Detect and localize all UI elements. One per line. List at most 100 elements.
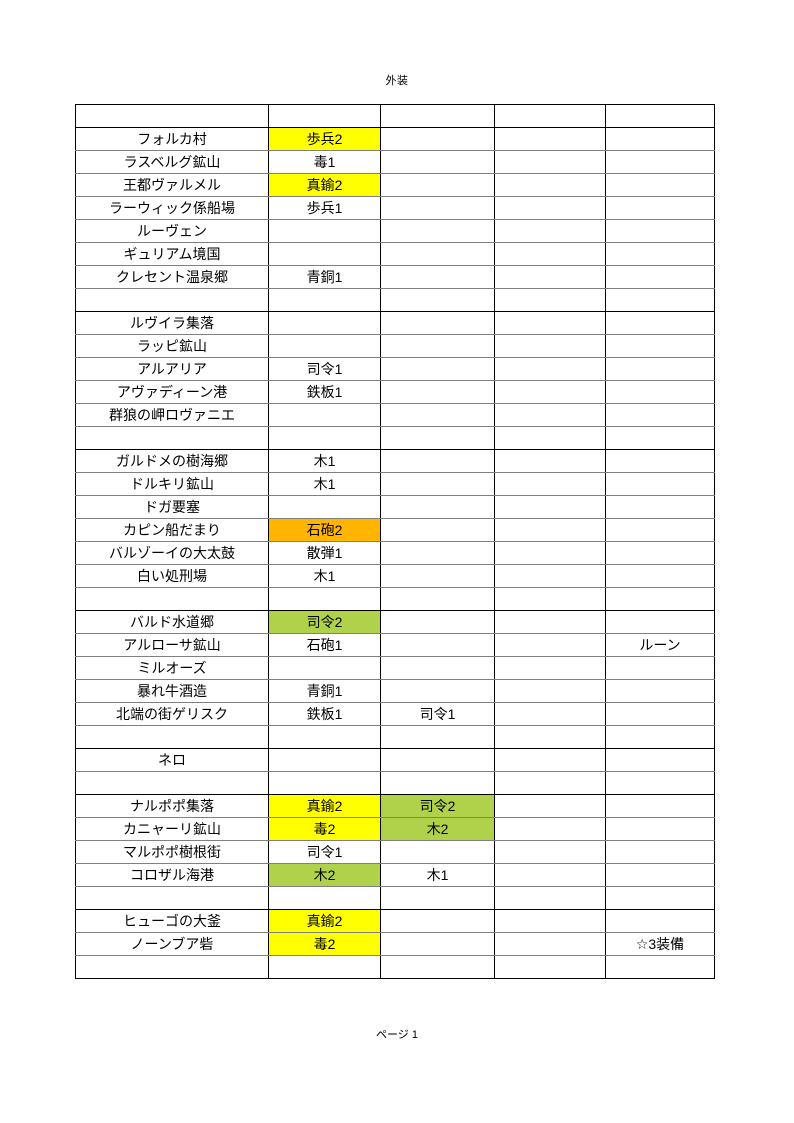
- cell-value-col1[interactable]: [268, 748, 381, 772]
- cell-value-col1[interactable]: 真鍮2: [268, 909, 381, 933]
- cell-location-name[interactable]: コロザル海港: [75, 863, 269, 887]
- cell-value-col2[interactable]: [380, 564, 495, 588]
- cell-value-col4[interactable]: [605, 334, 715, 358]
- spreadsheet-table[interactable]: フォルカ村 歩兵2 ラスベルグ鉱山 毒1 王都ヴァルメル 真鍮2 ラーウィック係船場 歩兵1 ル…: [75, 104, 715, 979]
- cell-value-col2[interactable]: [380, 656, 495, 680]
- cell-value-col2[interactable]: [380, 679, 495, 703]
- cell-value-col4[interactable]: [605, 840, 715, 864]
- cell-value-col2[interactable]: [380, 748, 495, 772]
- cell-location-name[interactable]: ルヴイラ集落: [75, 311, 269, 335]
- cell-location-name[interactable]: ネロ: [75, 748, 269, 772]
- cell-location-name[interactable]: ラッピ鉱山: [75, 334, 269, 358]
- cell-value-col2[interactable]: [380, 357, 495, 381]
- cell-location-name[interactable]: 王都ヴァルメル: [75, 173, 269, 197]
- cell-value-col3[interactable]: [494, 495, 606, 519]
- cell-value-col3[interactable]: [494, 380, 606, 404]
- cell-location-name[interactable]: [75, 771, 269, 795]
- cell-location-name[interactable]: ドルキリ鉱山: [75, 472, 269, 496]
- cell-value-col1[interactable]: [268, 334, 381, 358]
- cell-value-col4[interactable]: [605, 219, 715, 243]
- cell-value-col1[interactable]: [268, 288, 381, 312]
- cell-value-col3[interactable]: [494, 564, 606, 588]
- cell-value-col4[interactable]: ルーン: [605, 633, 715, 657]
- cell-value-col2[interactable]: [380, 380, 495, 404]
- cell-value-col4[interactable]: [605, 104, 715, 128]
- cell-value-col3[interactable]: [494, 587, 606, 611]
- cell-value-col3[interactable]: [494, 817, 606, 841]
- cell-value-col2[interactable]: [380, 909, 495, 933]
- cell-location-name[interactable]: 白い処刑場: [75, 564, 269, 588]
- cell-value-col3[interactable]: [494, 472, 606, 496]
- cell-value-col4[interactable]: [605, 380, 715, 404]
- cell-value-col2[interactable]: [380, 518, 495, 542]
- cell-value-col4[interactable]: [605, 242, 715, 266]
- cell-location-name[interactable]: ナルポポ集落: [75, 794, 269, 818]
- cell-value-col1[interactable]: 青銅1: [268, 265, 381, 289]
- cell-value-col4[interactable]: [605, 771, 715, 795]
- cell-value-col4[interactable]: [605, 794, 715, 818]
- cell-value-col4[interactable]: [605, 564, 715, 588]
- cell-value-col3[interactable]: [494, 955, 606, 979]
- cell-value-col1[interactable]: [268, 495, 381, 519]
- cell-value-col4[interactable]: [605, 495, 715, 519]
- cell-value-col2[interactable]: [380, 495, 495, 519]
- cell-location-name[interactable]: ギュリアム境国: [75, 242, 269, 266]
- cell-value-col2[interactable]: [380, 219, 495, 243]
- cell-value-col4[interactable]: [605, 357, 715, 381]
- cell-location-name[interactable]: [75, 886, 269, 910]
- cell-value-col3[interactable]: [494, 242, 606, 266]
- cell-value-col4[interactable]: [605, 656, 715, 680]
- cell-value-col3[interactable]: [494, 311, 606, 335]
- cell-location-name[interactable]: 暴れ牛酒造: [75, 679, 269, 703]
- cell-value-col1[interactable]: 歩兵1: [268, 196, 381, 220]
- cell-value-col3[interactable]: [494, 403, 606, 427]
- cell-value-col4[interactable]: [605, 610, 715, 634]
- cell-value-col4[interactable]: [605, 127, 715, 151]
- cell-value-col3[interactable]: [494, 748, 606, 772]
- cell-value-col1[interactable]: 石砲2: [268, 518, 381, 542]
- cell-value-col1[interactable]: 石砲1: [268, 633, 381, 657]
- cell-value-col1[interactable]: 毒2: [268, 817, 381, 841]
- cell-value-col2[interactable]: 司令2: [380, 794, 495, 818]
- cell-location-name[interactable]: バルド水道郷: [75, 610, 269, 634]
- cell-value-col2[interactable]: [380, 173, 495, 197]
- cell-value-col2[interactable]: [380, 587, 495, 611]
- cell-location-name[interactable]: フォルカ村: [75, 127, 269, 151]
- cell-value-col3[interactable]: [494, 909, 606, 933]
- cell-value-col3[interactable]: [494, 932, 606, 956]
- cell-value-col1[interactable]: [268, 725, 381, 749]
- cell-value-col1[interactable]: 青銅1: [268, 679, 381, 703]
- cell-location-name[interactable]: [75, 104, 269, 128]
- cell-value-col3[interactable]: [494, 127, 606, 151]
- cell-value-col1[interactable]: 木2: [268, 863, 381, 887]
- cell-value-col1[interactable]: [268, 656, 381, 680]
- cell-value-col2[interactable]: [380, 334, 495, 358]
- cell-value-col1[interactable]: 司令1: [268, 840, 381, 864]
- cell-location-name[interactable]: [75, 725, 269, 749]
- cell-value-col2[interactable]: [380, 104, 495, 128]
- cell-value-col2[interactable]: [380, 242, 495, 266]
- cell-value-col3[interactable]: [494, 196, 606, 220]
- cell-value-col4[interactable]: [605, 587, 715, 611]
- cell-value-col3[interactable]: [494, 633, 606, 657]
- cell-location-name[interactable]: ヒューゴの大釜: [75, 909, 269, 933]
- cell-location-name[interactable]: [75, 955, 269, 979]
- cell-value-col2[interactable]: [380, 150, 495, 174]
- cell-value-col3[interactable]: [494, 771, 606, 795]
- cell-value-col1[interactable]: [268, 403, 381, 427]
- cell-value-col4[interactable]: ☆3装備: [605, 932, 715, 956]
- cell-value-col4[interactable]: [605, 886, 715, 910]
- cell-value-col1[interactable]: 木1: [268, 564, 381, 588]
- cell-location-name[interactable]: マルポポ樹根街: [75, 840, 269, 864]
- cell-value-col3[interactable]: [494, 426, 606, 450]
- cell-value-col4[interactable]: [605, 472, 715, 496]
- cell-location-name[interactable]: ノーンブア砦: [75, 932, 269, 956]
- cell-value-col1[interactable]: 鉄板1: [268, 702, 381, 726]
- cell-location-name[interactable]: クレセント温泉郷: [75, 265, 269, 289]
- cell-value-col2[interactable]: [380, 610, 495, 634]
- cell-location-name[interactable]: ラーウィック係船場: [75, 196, 269, 220]
- cell-value-col2[interactable]: [380, 265, 495, 289]
- cell-value-col3[interactable]: [494, 104, 606, 128]
- cell-location-name[interactable]: ラスベルグ鉱山: [75, 150, 269, 174]
- cell-value-col2[interactable]: [380, 840, 495, 864]
